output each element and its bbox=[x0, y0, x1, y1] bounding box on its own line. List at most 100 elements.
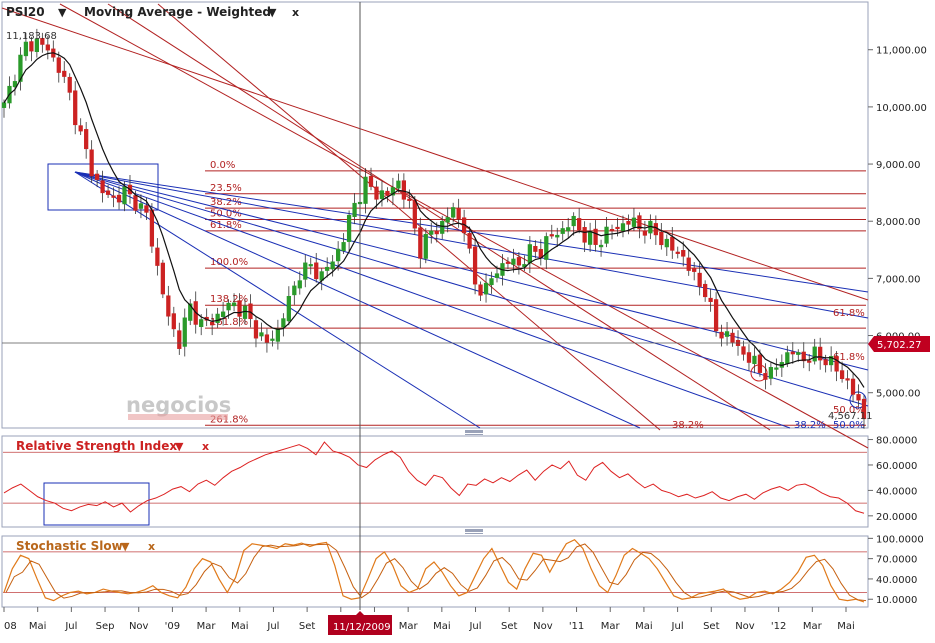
price-y-tick-label: 11,000.00 bbox=[876, 46, 927, 57]
candle-body bbox=[264, 334, 270, 343]
price-y-tick-label: 8,000.00 bbox=[876, 217, 921, 228]
x-tick-label: '11 bbox=[569, 621, 584, 632]
fan-line bbox=[74, 171, 791, 429]
fib-level-label: 261.8% bbox=[210, 414, 248, 425]
stoch-y-tick-label: 70.0000 bbox=[876, 555, 917, 566]
candle-body bbox=[292, 285, 297, 296]
x-tick-label: 08 bbox=[4, 621, 17, 632]
candle-body bbox=[620, 223, 626, 232]
candle-body bbox=[34, 38, 39, 52]
rsi-dropdown-icon[interactable]: ▼ bbox=[175, 440, 184, 453]
candle-body bbox=[160, 262, 165, 295]
candle-body bbox=[144, 205, 149, 213]
candle-body bbox=[171, 313, 176, 330]
candle-body bbox=[336, 248, 341, 262]
price-y-tick-label: 10,000.00 bbox=[876, 103, 927, 114]
candle-body bbox=[29, 41, 34, 52]
close-indicator-icon[interactable]: x bbox=[292, 6, 299, 19]
candle-body bbox=[845, 378, 850, 381]
candle-body bbox=[1, 102, 7, 108]
candle-body bbox=[653, 223, 658, 236]
x-tick-label: Jul bbox=[64, 621, 77, 632]
fib-level-label: 61.8% bbox=[210, 220, 242, 231]
moving-average-line bbox=[3, 52, 865, 388]
candles-layer bbox=[1, 28, 867, 429]
candle-body bbox=[829, 356, 834, 366]
fib-level-label: 0.0% bbox=[210, 160, 235, 171]
rsi-title[interactable]: Relative Strength Index bbox=[16, 439, 177, 453]
candle-body bbox=[670, 236, 675, 251]
x-tick-label: Set bbox=[703, 621, 720, 632]
candle-body bbox=[242, 305, 248, 319]
candle-body bbox=[681, 250, 686, 257]
candle-body bbox=[544, 236, 549, 260]
candle-body bbox=[259, 332, 264, 337]
candle-body bbox=[418, 227, 423, 259]
candle-body bbox=[675, 251, 680, 254]
candle-body bbox=[516, 257, 522, 266]
candle-body bbox=[253, 320, 259, 339]
candle-body bbox=[538, 248, 543, 258]
fan-line bbox=[74, 171, 869, 371]
splitter-handle-top[interactable] bbox=[465, 430, 483, 435]
candle-body bbox=[434, 230, 439, 235]
candle-body bbox=[763, 373, 768, 380]
candle-body bbox=[527, 244, 532, 264]
candle-body bbox=[188, 303, 193, 321]
rsi-selection-box bbox=[43, 482, 150, 526]
indicator-dropdown-icon[interactable]: ▼ bbox=[268, 6, 277, 19]
x-tick-label: Jul bbox=[266, 621, 279, 632]
x-tick-label: Mar bbox=[197, 621, 217, 632]
candle-body bbox=[281, 318, 286, 328]
candle-body bbox=[692, 267, 697, 272]
fan-origin-box bbox=[47, 163, 159, 211]
candle-body bbox=[412, 199, 417, 229]
candle-body bbox=[220, 311, 226, 318]
candle-body bbox=[286, 295, 291, 322]
red-trendline bbox=[157, 3, 661, 431]
indicator-layer bbox=[3, 441, 867, 603]
candle-body bbox=[303, 262, 308, 280]
symbol-dropdown-icon[interactable]: ▼ bbox=[58, 6, 67, 19]
x-tick-label: Mai bbox=[231, 621, 249, 632]
stoch-dropdown-icon[interactable]: ▼ bbox=[121, 540, 130, 553]
candle-body bbox=[785, 352, 790, 364]
candle-body bbox=[330, 261, 335, 270]
candle-body bbox=[40, 38, 45, 45]
stoch-title[interactable]: Stochastic Slow bbox=[16, 539, 123, 553]
rsi-close-icon[interactable]: x bbox=[202, 440, 209, 453]
rsi-panel-frame bbox=[1, 435, 869, 528]
candle-body bbox=[379, 190, 385, 199]
candle-body bbox=[270, 338, 275, 341]
rsi-y-tick-label: 80.0000 bbox=[876, 436, 917, 447]
candle-body bbox=[319, 271, 324, 281]
candle-body bbox=[577, 218, 582, 231]
fan-line bbox=[74, 171, 481, 429]
candle-body bbox=[237, 300, 242, 317]
splitter-handle-bottom[interactable] bbox=[465, 529, 483, 534]
candle-body bbox=[352, 202, 357, 217]
candle-body bbox=[374, 186, 379, 200]
symbol-label[interactable]: PSI20 bbox=[6, 5, 45, 19]
x-tick-label: Nov bbox=[735, 621, 755, 632]
candle-body bbox=[757, 354, 763, 373]
candle-body bbox=[686, 257, 691, 271]
price-y-tick-label: 7,000.00 bbox=[876, 274, 921, 285]
candle-body bbox=[730, 332, 735, 343]
stoch-y-tick-label: 100.0000 bbox=[876, 534, 924, 545]
candle-body bbox=[724, 331, 730, 337]
candle-body bbox=[790, 351, 795, 355]
stoch-close-icon[interactable]: x bbox=[148, 540, 155, 553]
candle-body bbox=[796, 352, 801, 355]
candle-body bbox=[275, 328, 281, 342]
candle-body bbox=[149, 209, 155, 247]
watermark-logo: negocios bbox=[126, 393, 231, 417]
price-header: PSI20 ▼ Moving Average - Weighted ▼ x bbox=[6, 5, 299, 19]
candle-body bbox=[582, 227, 587, 243]
candle-body bbox=[84, 129, 89, 150]
fib-level-label: 38.2% bbox=[210, 197, 242, 208]
fan-line bbox=[74, 171, 869, 407]
indicator-label[interactable]: Moving Average - Weighted bbox=[84, 5, 271, 19]
candle-body bbox=[138, 203, 144, 209]
